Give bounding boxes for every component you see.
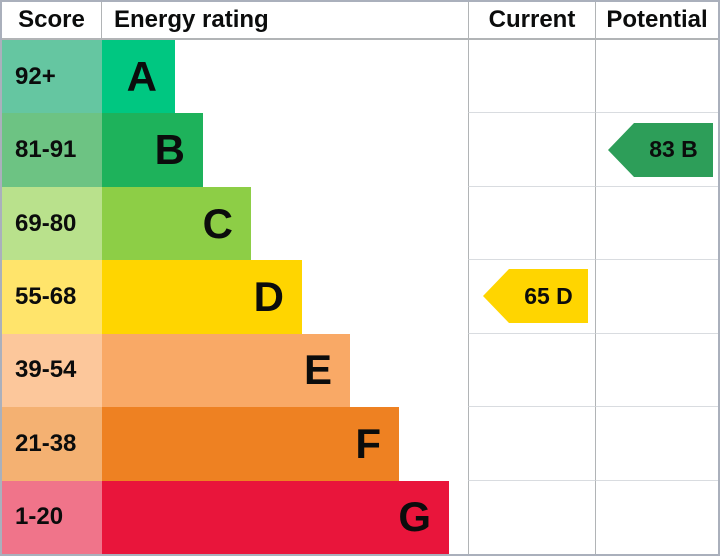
- score-label-c: 69-80: [15, 209, 77, 237]
- header-potential-label: Potential: [606, 6, 708, 33]
- rating-bar-a: A: [102, 40, 175, 114]
- current-cell-c: [468, 186, 595, 261]
- bar-cell-f: F: [102, 407, 468, 481]
- score-label-f: 21-38: [15, 429, 77, 457]
- potential-cell-e: [595, 333, 718, 408]
- rating-bar-d: D: [102, 260, 302, 334]
- header-score: Score: [2, 2, 102, 40]
- bar-cell-c: C: [102, 186, 468, 261]
- score-label-b: 81-91: [15, 136, 77, 164]
- band-letter-f: F: [355, 419, 381, 467]
- potential-cell-c: [595, 186, 718, 261]
- band-letter-a: A: [126, 52, 157, 100]
- potential-cell-d: [595, 260, 718, 334]
- score-label-e: 39-54: [15, 356, 77, 384]
- rating-bar-e: E: [102, 333, 350, 408]
- header-current: Current: [468, 2, 595, 40]
- band-letter-b: B: [154, 126, 185, 174]
- score-label-d: 55-68: [15, 282, 77, 310]
- header-current-label: Current: [488, 6, 576, 33]
- potential-rating-arrow: 83 B: [608, 122, 713, 177]
- potential-cell-f: [595, 407, 718, 481]
- band-letter-d: D: [253, 272, 284, 320]
- current-rating-value: 65 D: [509, 269, 588, 324]
- band-letter-e: E: [303, 346, 332, 394]
- potential-cell-g: [595, 480, 718, 554]
- score-label-a: 92+: [15, 62, 56, 90]
- potential-rating-value: 83 B: [634, 122, 713, 177]
- bar-cell-g: G: [102, 480, 468, 554]
- current-cell-a: [468, 40, 595, 114]
- current-rating-arrow: 65 D: [483, 269, 588, 324]
- score-cell-d: 55-68: [2, 260, 102, 334]
- score-cell-a: 92+: [2, 40, 102, 114]
- bar-cell-d: D: [102, 260, 468, 334]
- score-cell-g: 1-20: [2, 480, 102, 554]
- rating-bar-b: B: [102, 113, 203, 187]
- bar-cell-e: E: [102, 333, 468, 408]
- header-energy-rating: Energy rating: [102, 2, 468, 40]
- rating-bar-c: C: [102, 186, 251, 261]
- current-cell-d: 65 D: [468, 260, 595, 334]
- header-potential: Potential: [595, 2, 718, 40]
- score-cell-e: 39-54: [2, 333, 102, 408]
- potential-cell-b: 83 B: [595, 113, 718, 187]
- header-score-label: Score: [18, 6, 85, 33]
- score-label-g: 1-20: [15, 503, 64, 531]
- band-letter-c: C: [202, 199, 233, 247]
- current-cell-b: [468, 113, 595, 187]
- score-cell-b: 81-91: [2, 113, 102, 187]
- band-letter-g: G: [398, 493, 431, 541]
- rating-bar-f: F: [102, 407, 399, 481]
- header-energy-rating-label: Energy rating: [114, 6, 269, 33]
- current-cell-e: [468, 333, 595, 408]
- score-cell-c: 69-80: [2, 186, 102, 261]
- score-cell-f: 21-38: [2, 407, 102, 481]
- arrow-left-tip: [608, 122, 634, 177]
- arrow-left-tip: [483, 269, 509, 324]
- rating-bar-g: G: [102, 480, 449, 554]
- current-cell-g: [468, 480, 595, 554]
- bar-cell-b: B: [102, 113, 468, 187]
- current-cell-f: [468, 407, 595, 481]
- bar-cell-a: A: [102, 40, 468, 114]
- potential-cell-a: [595, 40, 718, 114]
